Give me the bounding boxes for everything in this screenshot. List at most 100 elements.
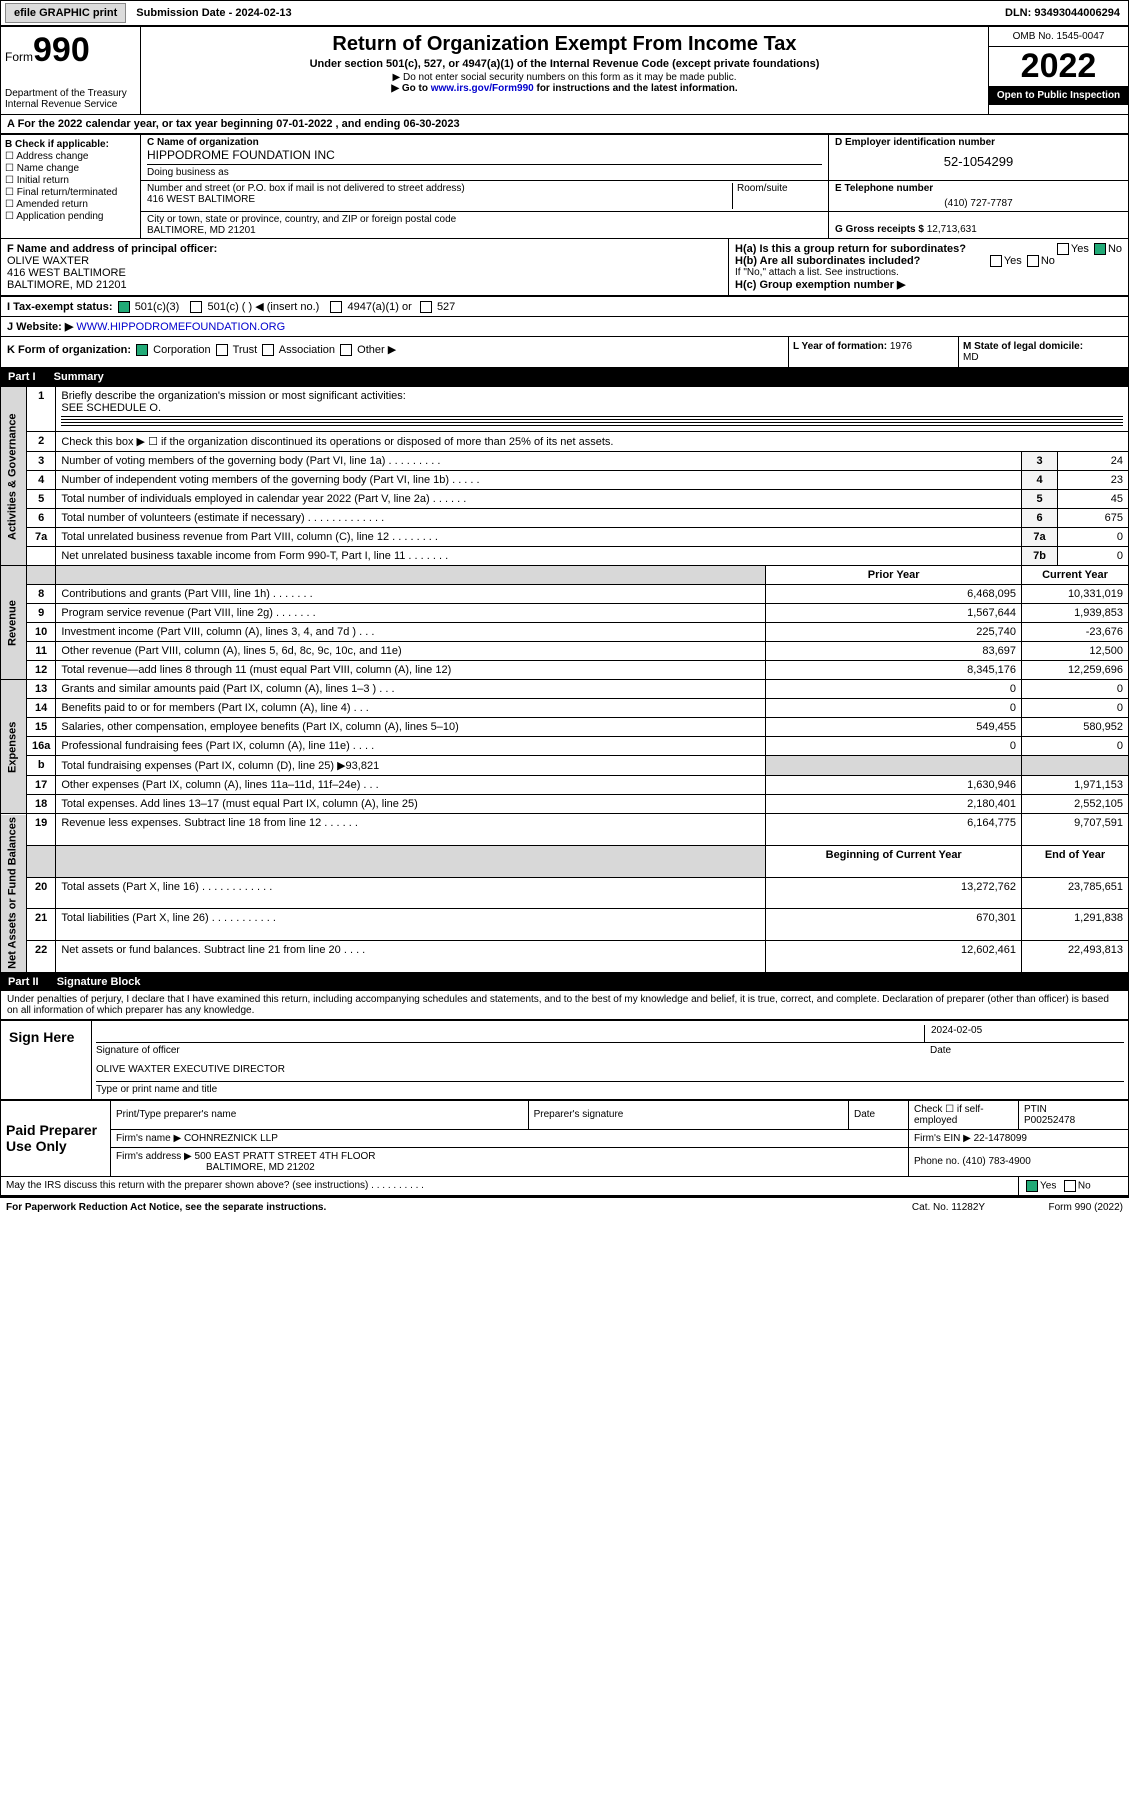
irs-label: Internal Revenue Service: [5, 99, 136, 110]
omb-number: OMB No. 1545-0047: [989, 27, 1128, 47]
sign-here-block: Sign Here 2024-02-05 Signature of office…: [0, 1020, 1129, 1100]
ha-no-checkbox[interactable]: [1094, 243, 1106, 255]
cb-address-change[interactable]: ☐ Address change: [5, 151, 136, 162]
hb-note: If "No," attach a list. See instructions…: [735, 267, 1122, 278]
k-trust-checkbox[interactable]: [216, 344, 228, 356]
q1-label: Briefly describe the organization's miss…: [61, 390, 405, 402]
l3: Number of voting members of the governin…: [56, 452, 1022, 471]
i-501c3-checkbox[interactable]: [118, 301, 130, 313]
l5: Total number of individuals employed in …: [56, 490, 1022, 509]
v7b: 0: [1058, 547, 1129, 566]
prep-h2: Preparer's signature: [528, 1100, 848, 1129]
efile-print-button[interactable]: efile GRAPHIC print: [5, 3, 126, 23]
l7a: Total unrelated business revenue from Pa…: [56, 528, 1022, 547]
e-phone-label: E Telephone number: [835, 183, 1122, 194]
gross-receipts: 12,713,631: [927, 224, 977, 235]
c15: 580,952: [1022, 718, 1129, 737]
paid-preparer-label: Paid Preparer Use Only: [1, 1100, 111, 1176]
v4: 23: [1058, 471, 1129, 490]
hdr-beginning: Beginning of Current Year: [766, 845, 1022, 877]
form-number: 990: [33, 31, 90, 69]
p19: 6,164,775: [766, 814, 1022, 846]
hb-label: H(b) Are all subordinates included?: [735, 255, 920, 267]
l11: Other revenue (Part VIII, column (A), li…: [56, 642, 766, 661]
side-activities: Activities & Governance: [1, 387, 27, 566]
firm-name: COHNREZNICK LLP: [184, 1133, 278, 1144]
l10: Investment income (Part VIII, column (A)…: [56, 623, 766, 642]
k-other-checkbox[interactable]: [340, 344, 352, 356]
p22: 12,602,461: [766, 941, 1022, 973]
col-b-label: B Check if applicable:: [5, 139, 136, 150]
line-a-period: A For the 2022 calendar year, or tax yea…: [0, 114, 1129, 133]
l21: Total liabilities (Part X, line 26) . . …: [56, 909, 766, 941]
discuss-yes-checkbox[interactable]: [1026, 1180, 1038, 1192]
p8: 6,468,095: [766, 585, 1022, 604]
k-assoc-checkbox[interactable]: [262, 344, 274, 356]
hb-no-checkbox[interactable]: [1027, 255, 1039, 267]
side-revenue: Revenue: [1, 566, 27, 680]
cb-initial-return[interactable]: ☐ Initial return: [5, 175, 136, 186]
c22: 22,493,813: [1022, 941, 1129, 973]
c19: 9,707,591: [1022, 814, 1129, 846]
form-subtitle-2: ▶ Do not enter social security numbers o…: [149, 72, 980, 83]
p20: 13,272,762: [766, 877, 1022, 909]
l6: Total number of volunteers (estimate if …: [56, 509, 1022, 528]
p17: 1,630,946: [766, 776, 1022, 795]
part-i-header: Part I Summary: [0, 368, 1129, 386]
firm-phone: (410) 783-4900: [962, 1156, 1030, 1167]
dba-label: Doing business as: [147, 167, 822, 178]
street-address: 416 WEST BALTIMORE: [147, 194, 732, 205]
v6: 675: [1058, 509, 1129, 528]
ptin-value: P00252478: [1024, 1115, 1075, 1126]
paid-preparer-table: Paid Preparer Use Only Print/Type prepar…: [0, 1100, 1129, 1196]
cb-final-return[interactable]: ☐ Final return/terminated: [5, 187, 136, 198]
c13: 0: [1022, 680, 1129, 699]
k-corp-checkbox[interactable]: [136, 344, 148, 356]
sig-date: 2024-02-05: [924, 1025, 1124, 1042]
firm-phone-label: Phone no.: [914, 1156, 962, 1167]
section-bcdeg: B Check if applicable: ☐ Address change …: [0, 133, 1129, 239]
i-527-checkbox[interactable]: [420, 301, 432, 313]
tax-year: 2022: [989, 47, 1128, 86]
l9: Program service revenue (Part VIII, line…: [56, 604, 766, 623]
sig-officer-label: Signature of officer: [96, 1045, 924, 1056]
c12: 12,259,696: [1022, 661, 1129, 680]
p21: 670,301: [766, 909, 1022, 941]
line-klm: K Form of organization: Corporation Trus…: [0, 336, 1129, 368]
cb-application-pending[interactable]: ☐ Application pending: [5, 211, 136, 222]
l13: Grants and similar amounts paid (Part IX…: [56, 680, 766, 699]
ein-value: 52-1054299: [835, 154, 1122, 169]
hb-yes-checkbox[interactable]: [990, 255, 1002, 267]
sign-here-label: Sign Here: [1, 1021, 91, 1099]
firm-addr2: BALTIMORE, MD 21202: [206, 1162, 315, 1173]
firm-addr-label: Firm's address ▶: [116, 1151, 195, 1162]
p10: 225,740: [766, 623, 1022, 642]
cb-name-change[interactable]: ☐ Name change: [5, 163, 136, 174]
i-4947-checkbox[interactable]: [330, 301, 342, 313]
g-gross-label: G Gross receipts $: [835, 224, 927, 235]
c-name-label: C Name of organization: [147, 137, 822, 148]
website-link[interactable]: WWW.HIPPODROMEFOUNDATION.ORG: [76, 321, 285, 333]
officer-addr1: 416 WEST BALTIMORE: [7, 267, 722, 279]
ha-yes-checkbox[interactable]: [1057, 243, 1069, 255]
i-501c-checkbox[interactable]: [190, 301, 202, 313]
l20: Total assets (Part X, line 16) . . . . .…: [56, 877, 766, 909]
discuss-no-checkbox[interactable]: [1064, 1180, 1076, 1192]
p15: 549,455: [766, 718, 1022, 737]
hdr-current: Current Year: [1022, 566, 1129, 585]
cb-amended-return[interactable]: ☐ Amended return: [5, 199, 136, 210]
p9: 1,567,644: [766, 604, 1022, 623]
l16b: Total fundraising expenses (Part IX, col…: [56, 756, 766, 776]
officer-name: OLIVE WAXTER: [7, 255, 722, 267]
hdr-prior: Prior Year: [766, 566, 1022, 585]
c9: 1,939,853: [1022, 604, 1129, 623]
addr-label: Number and street (or P.O. box if mail i…: [147, 183, 732, 194]
irs-link[interactable]: www.irs.gov/Form990: [431, 83, 534, 94]
city-value: BALTIMORE, MD 21201: [147, 225, 822, 236]
firm-label: Firm's name ▶: [116, 1133, 184, 1144]
line-j: J Website: ▶ WWW.HIPPODROMEFOUNDATION.OR…: [0, 316, 1129, 336]
line-i: I Tax-exempt status: 501(c)(3) 501(c) ( …: [0, 296, 1129, 316]
l17: Other expenses (Part IX, column (A), lin…: [56, 776, 766, 795]
footer-left: For Paperwork Reduction Act Notice, see …: [6, 1202, 849, 1213]
p14: 0: [766, 699, 1022, 718]
